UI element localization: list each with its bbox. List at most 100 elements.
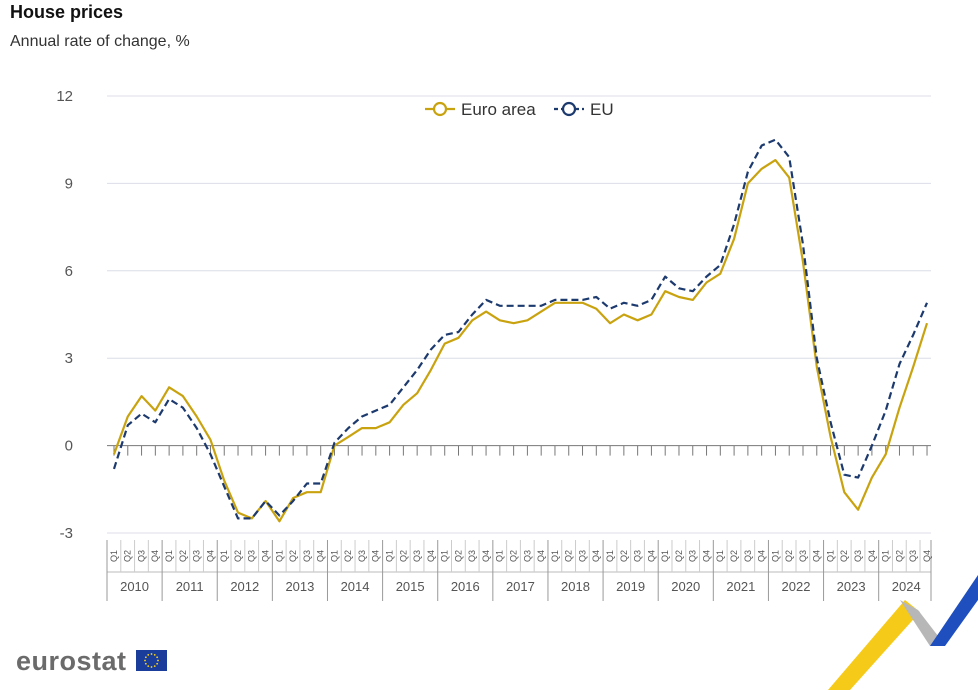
quarter-label: Q3 [577, 550, 587, 562]
quarter-label: Q2 [343, 550, 353, 562]
flag-star-icon [156, 656, 159, 659]
y-tick-label: -3 [60, 525, 73, 542]
quarter-label: Q4 [260, 550, 270, 562]
quarter-label: Q4 [481, 550, 491, 562]
year-label: 2017 [506, 579, 535, 594]
quarter-label: Q3 [192, 550, 202, 562]
series-line-eu [112, 138, 929, 520]
quarter-label: Q4 [371, 550, 381, 562]
quarter-label: Q2 [564, 550, 574, 562]
flag-star-icon [147, 653, 150, 656]
quarter-label: Q4 [922, 550, 932, 562]
quarter-label: Q4 [867, 550, 877, 562]
chart-title: House prices [10, 2, 124, 22]
year-label: 2021 [726, 579, 755, 594]
quarter-label: Q2 [784, 550, 794, 562]
legend-euro-area-label: Euro area [461, 100, 536, 119]
quarter-label: Q2 [509, 550, 519, 562]
quarter-label: Q1 [219, 550, 229, 562]
legend-eu-marker-icon [561, 101, 577, 117]
legend-euro-area-marker-icon [432, 101, 448, 117]
quarter-label: Q1 [384, 550, 394, 562]
quarter-label: Q4 [757, 550, 767, 562]
quarter-label: Q3 [412, 550, 422, 562]
y-tick-label: 6 [65, 263, 73, 280]
year-label: 2023 [837, 579, 866, 594]
year-label: 2015 [396, 579, 425, 594]
quarter-label: Q3 [633, 550, 643, 562]
quarter-label: Q4 [591, 550, 601, 562]
quarter-label: Q2 [288, 550, 298, 562]
year-label: 2022 [782, 579, 811, 594]
quarter-label: Q2 [729, 550, 739, 562]
quarter-label: Q1 [329, 550, 339, 562]
eu-flag-icon [136, 650, 167, 671]
quarter-label: Q2 [233, 550, 243, 562]
chart-subtitle: Annual rate of change, % [10, 33, 190, 50]
quarter-label: Q4 [150, 550, 160, 562]
year-label: 2018 [561, 579, 590, 594]
quarter-label: Q2 [619, 550, 629, 562]
legend-eu-label: EU [590, 100, 614, 119]
year-label: 2011 [176, 579, 204, 594]
quarter-label: Q4 [536, 550, 546, 562]
quarter-label: Q1 [274, 550, 284, 562]
year-label: 2020 [671, 579, 700, 594]
y-tick-label: 9 [65, 175, 73, 192]
quarter-label: Q1 [605, 550, 615, 562]
flag-star-icon [147, 665, 150, 668]
flag-star-icon [150, 666, 153, 668]
year-label: 2016 [451, 579, 480, 594]
year-label: 2014 [341, 579, 370, 594]
year-label: 2013 [285, 579, 314, 594]
quarter-label: Q3 [467, 550, 477, 562]
quarter-label: Q3 [136, 550, 146, 562]
quarter-label: Q3 [302, 550, 312, 562]
quarter-label: Q2 [894, 550, 904, 562]
quarter-label: Q3 [357, 550, 367, 562]
year-label: 2012 [230, 579, 259, 594]
quarter-label: Q1 [109, 550, 119, 562]
quarter-label: Q1 [825, 550, 835, 562]
quarter-label: Q4 [812, 550, 822, 562]
quarter-label: Q2 [398, 550, 408, 562]
year-label: 2024 [892, 579, 921, 594]
quarter-label: Q4 [646, 550, 656, 562]
flag-star-icon [153, 653, 156, 656]
quarter-label: Q1 [715, 550, 725, 562]
quarter-label: Q2 [453, 550, 463, 562]
quarter-label: Q4 [701, 550, 711, 562]
y-tick-label: 12 [56, 88, 73, 105]
flag-star-icon [144, 662, 147, 665]
quarter-label: Q3 [798, 550, 808, 562]
quarter-label: Q4 [316, 550, 326, 562]
series-line-euro-area [112, 159, 929, 523]
quarter-label: Q1 [660, 550, 670, 562]
flag-star-icon [157, 659, 159, 662]
quarter-label: Q2 [123, 550, 133, 562]
quarter-label: Q3 [908, 550, 918, 562]
year-label: 2019 [616, 579, 645, 594]
y-tick-label: 0 [65, 438, 73, 455]
quarter-label: Q1 [770, 550, 780, 562]
quarter-label: Q1 [164, 550, 174, 562]
quarter-label: Q3 [247, 550, 257, 562]
flag-star-icon [153, 665, 156, 668]
flag-star-icon [144, 659, 146, 662]
quarter-label: Q3 [853, 550, 863, 562]
quarter-label: Q4 [205, 550, 215, 562]
quarter-label: Q1 [881, 550, 891, 562]
quarter-label: Q3 [522, 550, 532, 562]
flag-star-icon [144, 656, 147, 659]
quarter-label: Q2 [674, 550, 684, 562]
quarter-label: Q3 [688, 550, 698, 562]
quarter-label: Q1 [440, 550, 450, 562]
quarter-label: Q1 [550, 550, 560, 562]
flag-star-icon [156, 662, 159, 665]
eurostat-logo: eurostat [16, 646, 127, 676]
quarter-label: Q2 [839, 550, 849, 562]
quarter-label: Q3 [743, 550, 753, 562]
quarter-label: Q2 [178, 550, 188, 562]
y-tick-label: 3 [65, 350, 73, 367]
